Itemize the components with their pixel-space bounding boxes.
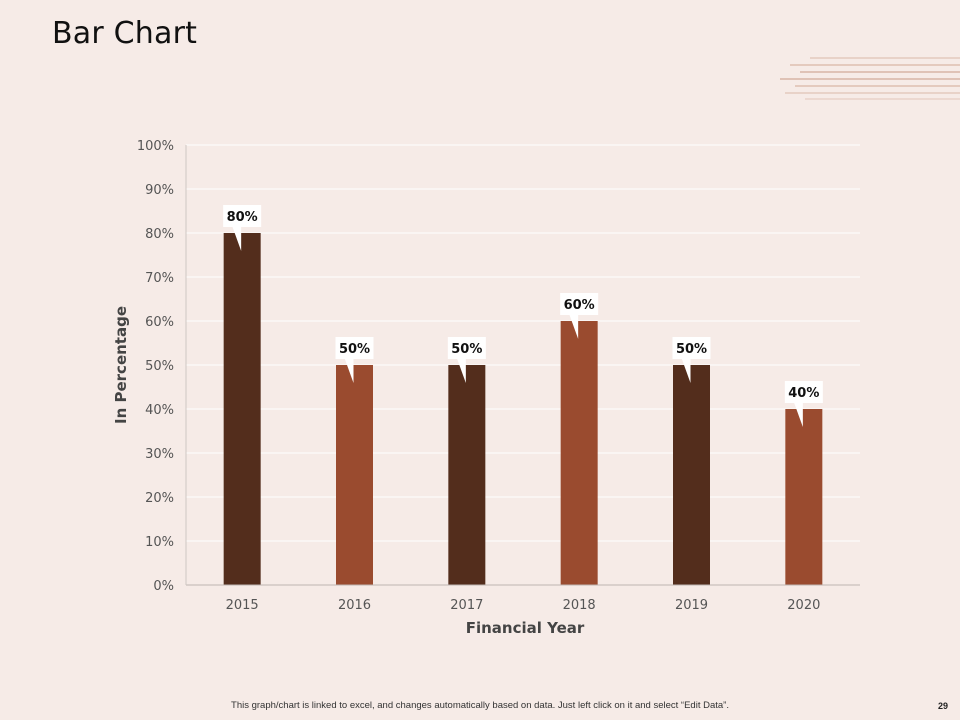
data-label-box [335,337,374,359]
data-label-2016: 50% [339,342,370,357]
x-tick-label: 2020 [787,598,820,613]
data-label-box [672,337,711,359]
data-label-box [784,381,823,403]
x-tick-label: 2015 [226,598,259,613]
x-axis-title: Financial Year [466,619,585,637]
y-tick-label: 40% [145,403,174,418]
x-tick-label: 2016 [338,598,371,613]
y-tick-label: 20% [145,491,174,506]
page-number: 29 [937,701,948,711]
data-label-pointer [681,358,691,383]
footer-note: This graph/chart is linked to excel, and… [231,700,729,711]
bar-2018 [560,321,598,585]
data-label-pointer [456,358,466,383]
bars [223,233,823,585]
bar-2016 [336,365,373,585]
data-label-2015: 80% [227,210,258,225]
bar-2019 [673,365,710,585]
data-label-box [223,205,262,227]
bar-2015 [223,233,261,585]
data-label-pointer [232,226,242,251]
bar-2020 [785,409,823,585]
x-tick-label: 2018 [563,598,596,613]
y-tick-label: 60% [145,315,174,330]
data-label-pointer [793,402,803,427]
y-tick-label: 10% [145,535,174,550]
data-label-box [560,293,599,315]
y-tick-label: 50% [145,359,174,374]
data-label-2020: 40% [788,386,819,401]
decorative-lines [780,57,960,100]
y-tick-label: 30% [145,447,174,462]
data-label-2018: 60% [564,298,595,313]
bar-2017 [448,365,486,585]
gridlines [186,144,860,542]
x-tick-label: 2019 [675,598,708,613]
data-label-pointer [344,358,354,383]
x-axis-tick-labels: 2015 2016 2017 2018 2019 2020 [226,598,821,613]
data-labels: 80% 50% 50% 60% 50% 40% [223,205,823,427]
x-tick-label: 2017 [450,598,483,613]
slide-title: Bar Chart [52,16,198,51]
data-label-box [447,337,486,359]
y-tick-label: 100% [137,139,174,154]
y-tick-label: 70% [145,271,174,286]
y-tick-label: 90% [145,183,174,198]
data-label-2017: 50% [451,342,482,357]
data-label-2019: 50% [676,342,707,357]
data-label-pointer [569,314,579,339]
y-axis-title: In Percentage [112,306,130,424]
y-axis-tick-labels: 0% 10% 20% 30% 40% 50% 60% 70% 80% 90% 100% [137,139,174,594]
y-tick-label: 80% [145,227,174,242]
y-tick-label: 0% [153,579,174,594]
